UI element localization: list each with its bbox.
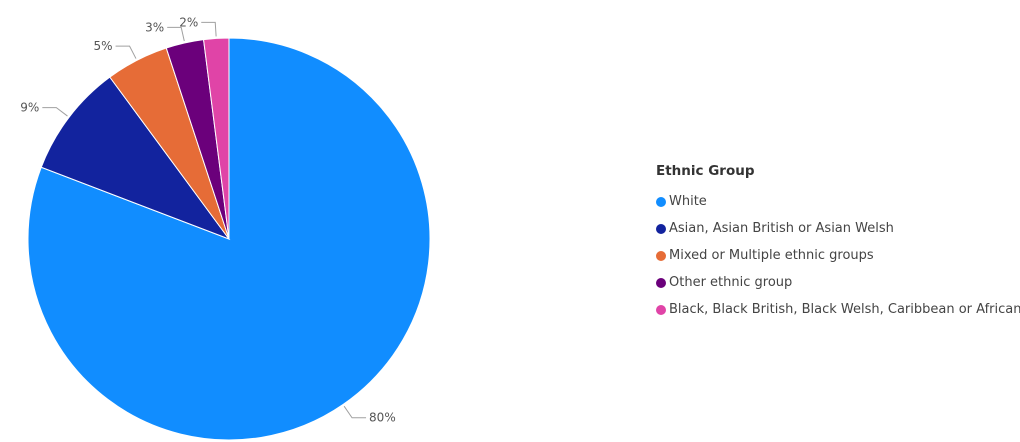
legend-item-other[interactable]: Other ethnic group	[656, 269, 1020, 296]
data-label: 80%	[369, 411, 396, 425]
leader-line	[201, 21, 217, 37]
leader-line	[343, 405, 367, 419]
pie-slice[interactable]	[40, 76, 231, 241]
data-label: 2%	[179, 15, 198, 29]
legend-label: Mixed or Multiple ethnic groups	[669, 248, 874, 263]
legend-marker-icon	[656, 277, 666, 288]
data-label: 5%	[94, 39, 113, 53]
leader-line	[115, 45, 137, 59]
legend-item-mixed[interactable]: Mixed or Multiple ethnic groups	[656, 242, 1020, 269]
leader-line	[42, 107, 68, 117]
leader-line	[167, 26, 185, 42]
data-label: 9%	[20, 101, 39, 115]
legend-marker-icon	[656, 223, 666, 234]
legend-item-white[interactable]: White	[656, 188, 1020, 215]
legend-label: Asian, Asian British or Asian Welsh	[669, 221, 894, 236]
legend-marker-icon	[656, 196, 666, 207]
legend-label: Other ethnic group	[669, 275, 793, 290]
legend-label: Black, Black British, Black Welsh, Carib…	[669, 302, 1020, 317]
legend-marker-icon	[656, 250, 666, 261]
legend-item-black[interactable]: Black, Black British, Black Welsh, Carib…	[656, 296, 1020, 323]
data-label: 3%	[145, 20, 164, 34]
legend: Ethnic Group White Asian, Asian British …	[656, 163, 1020, 323]
legend-label: White	[669, 194, 707, 209]
pie-slice[interactable]	[202, 37, 230, 240]
legend-item-asian[interactable]: Asian, Asian British or Asian Welsh	[656, 215, 1020, 242]
legend-marker-icon	[656, 304, 666, 315]
legend-title: Ethnic Group	[656, 163, 755, 179]
